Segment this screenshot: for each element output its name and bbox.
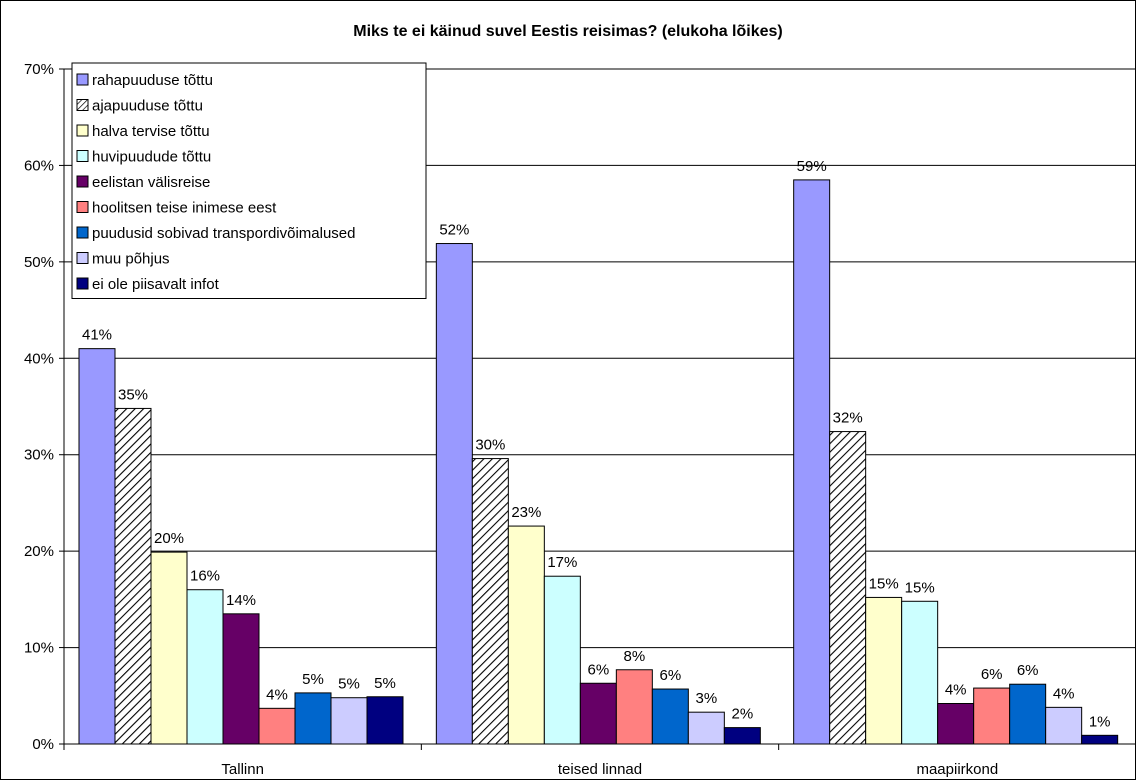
bar bbox=[1009, 683, 1047, 745]
legend: rahapuuduse tõttu ajapuuduse tõttu halva t… bbox=[71, 62, 427, 299]
data-label: 16% bbox=[190, 568, 220, 585]
legend-swatch bbox=[76, 277, 89, 290]
bar bbox=[507, 525, 545, 745]
data-label: 23% bbox=[511, 504, 541, 521]
bar bbox=[793, 179, 831, 745]
data-label: 17% bbox=[547, 554, 577, 571]
legend-item-label: hoolitsen teise inimese eest bbox=[92, 200, 277, 217]
y-tick-label: 40% bbox=[24, 350, 54, 367]
bar bbox=[435, 243, 473, 745]
bar bbox=[723, 727, 761, 745]
y-tick-label: 70% bbox=[24, 61, 54, 78]
bar bbox=[1045, 706, 1083, 745]
bar bbox=[1081, 734, 1119, 745]
data-label: 15% bbox=[905, 579, 935, 596]
y-tick-label: 60% bbox=[24, 157, 54, 174]
data-label: 41% bbox=[82, 327, 112, 344]
bar bbox=[186, 589, 224, 745]
y-tick-label: 30% bbox=[24, 447, 54, 464]
legend-swatch bbox=[76, 175, 89, 188]
axis-layer: 0% 10% 20% 30% 40% 50% 60% 70% Tallinn teised lin… bbox=[24, 61, 1136, 778]
category-label: teised linnad bbox=[558, 761, 642, 778]
bar bbox=[937, 703, 975, 745]
legend-item-label: rahapuuduse tõttu bbox=[92, 72, 213, 89]
bar bbox=[114, 407, 152, 745]
data-label: 6% bbox=[587, 661, 609, 678]
data-labels-layer: 41% 52% 59% 35% 30% 32% 20% 23% 15% 16% 17% 15% 14% 6… bbox=[82, 158, 1111, 730]
bar bbox=[366, 696, 404, 745]
data-label: 6% bbox=[981, 666, 1003, 683]
data-label: 4% bbox=[945, 682, 967, 699]
bar bbox=[222, 613, 260, 745]
data-label: 3% bbox=[695, 690, 717, 707]
category-label: Tallinn bbox=[221, 761, 264, 778]
legend-item-label: huvipuudude tõttu bbox=[92, 149, 211, 166]
bar bbox=[901, 600, 939, 745]
data-label: 32% bbox=[833, 410, 863, 427]
bar bbox=[543, 575, 581, 745]
bar bbox=[829, 431, 867, 745]
legend-item-label: eelistan välisreise bbox=[92, 174, 210, 191]
y-tick-label: 0% bbox=[32, 736, 54, 753]
y-tick-label: 20% bbox=[24, 543, 54, 560]
data-label: 59% bbox=[797, 158, 827, 175]
bar bbox=[150, 551, 188, 745]
bar bbox=[294, 692, 332, 745]
data-label: 1% bbox=[1089, 713, 1111, 730]
bar bbox=[973, 687, 1011, 745]
data-label: 5% bbox=[374, 675, 396, 692]
legend-item-label: muu põhjus bbox=[92, 251, 170, 268]
bar bbox=[258, 707, 296, 745]
y-tick-label: 50% bbox=[24, 254, 54, 271]
data-label: 4% bbox=[266, 686, 288, 703]
legend-swatch bbox=[76, 226, 89, 239]
legend-swatch bbox=[76, 252, 89, 264]
bar bbox=[471, 458, 509, 745]
legend-swatch bbox=[76, 201, 89, 213]
bar bbox=[330, 697, 368, 745]
bar bbox=[579, 682, 617, 745]
legend-item-label: halva tervise tõttu bbox=[92, 123, 210, 140]
legend-swatch bbox=[76, 73, 89, 86]
data-label: 5% bbox=[338, 676, 360, 693]
data-label: 20% bbox=[154, 530, 184, 547]
bar bbox=[78, 348, 116, 745]
legend-item-label: ei ole piisavalt infot bbox=[92, 276, 220, 293]
data-label: 5% bbox=[302, 671, 324, 688]
legend-item-label: ajapuuduse tõttu bbox=[92, 98, 203, 115]
bar bbox=[687, 711, 725, 745]
legend-swatch bbox=[76, 150, 89, 162]
legend-swatch bbox=[76, 124, 89, 137]
bar bbox=[865, 596, 903, 745]
bar bbox=[615, 669, 653, 745]
y-tick-label: 10% bbox=[24, 640, 54, 657]
data-label: 2% bbox=[731, 706, 753, 723]
data-label: 8% bbox=[623, 648, 645, 665]
data-label: 6% bbox=[1017, 662, 1039, 679]
legend-swatch bbox=[76, 99, 89, 111]
legend-box bbox=[71, 62, 427, 299]
data-label: 15% bbox=[869, 575, 899, 592]
data-label: 35% bbox=[118, 386, 148, 403]
data-label: 4% bbox=[1053, 685, 1075, 702]
data-label: 30% bbox=[475, 437, 505, 454]
category-label: maapiirkond bbox=[916, 761, 998, 778]
bar bbox=[651, 688, 689, 745]
data-label: 52% bbox=[439, 222, 469, 239]
bars-layer bbox=[78, 179, 1119, 745]
data-label: 6% bbox=[659, 667, 681, 684]
legend-item-label: puudusid sobivad transpordivõimalused bbox=[92, 225, 356, 242]
data-label: 14% bbox=[226, 592, 256, 609]
chart-title: Miks te ei käinud suvel Eestis reisimas?… bbox=[353, 23, 783, 40]
